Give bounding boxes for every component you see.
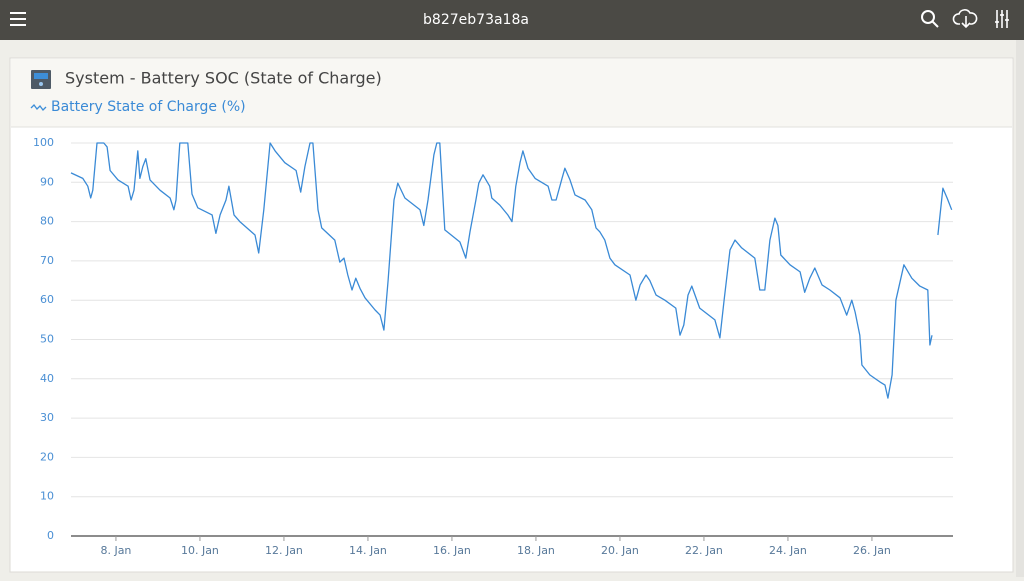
download-button[interactable]	[952, 9, 978, 29]
y-tick-label: 0	[47, 529, 54, 542]
series-line	[70, 142, 953, 399]
legend-item[interactable]: Battery State of Charge (%)	[30, 99, 246, 115]
y-tick-label: 20	[40, 450, 54, 463]
x-tick-label: 22. Jan	[685, 544, 723, 557]
y-tick-label: 90	[40, 175, 54, 188]
legend-swatch	[30, 104, 47, 111]
chart-title: System - Battery SOC (State of Charge)	[65, 69, 382, 88]
settings-button[interactable]	[995, 10, 1009, 28]
x-tick-label: 8. Jan	[100, 544, 131, 557]
y-tick-label: 50	[40, 333, 54, 346]
x-tick-label: 24. Jan	[769, 544, 807, 557]
card	[9, 57, 1014, 573]
card-header	[11, 59, 1012, 127]
x-tick-label: 10. Jan	[181, 544, 219, 557]
scrollbar[interactable]	[1016, 40, 1024, 577]
legend-label: Battery State of Charge (%)	[51, 99, 246, 115]
y-tick-label: 100	[33, 136, 54, 149]
top-bar	[0, 0, 1024, 40]
y-tick-label: 40	[40, 372, 54, 385]
y-tick-label: 70	[40, 254, 54, 267]
y-tick-label: 30	[40, 411, 54, 424]
device-title: b827eb73a18a	[423, 12, 529, 28]
x-tick-label: 12. Jan	[265, 544, 303, 557]
x-tick-label: 18. Jan	[517, 544, 555, 557]
x-tick-label: 14. Jan	[349, 544, 387, 557]
x-tick-label: 26. Jan	[853, 544, 891, 557]
y-tick-label: 60	[40, 293, 54, 306]
x-tick-label: 20. Jan	[601, 544, 639, 557]
y-tick-label: 80	[40, 215, 54, 228]
y-tick-label: 10	[40, 490, 54, 503]
system-icon	[31, 70, 51, 89]
menu-button[interactable]	[10, 12, 26, 26]
search-button[interactable]	[921, 10, 939, 28]
x-tick-label: 16. Jan	[433, 544, 471, 557]
